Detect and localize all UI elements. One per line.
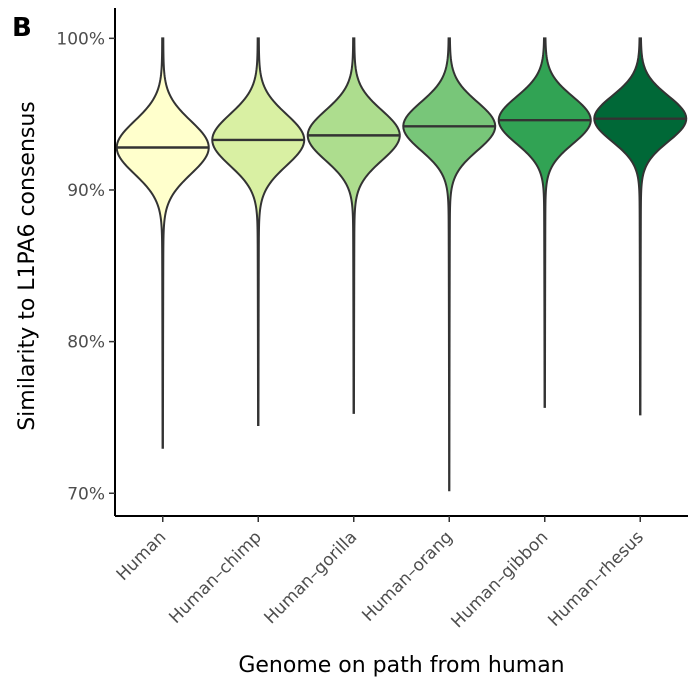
violin-1: [115, 37, 210, 449]
x-tick-label: Human–gorilla: [260, 527, 361, 628]
violin-3: [306, 37, 401, 414]
x-tick-label: Human–gibbon: [448, 527, 553, 632]
y-tick-label: 90%: [67, 181, 105, 201]
violin-5: [497, 37, 592, 408]
y-tick-label: 80%: [67, 333, 105, 353]
violin-4: [402, 37, 497, 492]
x-tick-label: Human: [113, 527, 170, 584]
y-axis-title: Similarity to L1PA6 consensus: [15, 101, 40, 431]
violins-layer: [115, 37, 688, 492]
panel-label: B: [12, 13, 32, 43]
y-tick-label: 100%: [56, 29, 105, 49]
x-tick-label: Human–chimp: [165, 527, 265, 627]
y-tick-label: 70%: [67, 484, 105, 504]
violin-6: [593, 37, 688, 416]
x-tick-label: Human–rhesus: [544, 527, 647, 630]
x-tick-label: Human–orang: [358, 527, 456, 625]
violin-2: [211, 37, 306, 427]
x-axis-title: Genome on path from human: [238, 653, 564, 678]
